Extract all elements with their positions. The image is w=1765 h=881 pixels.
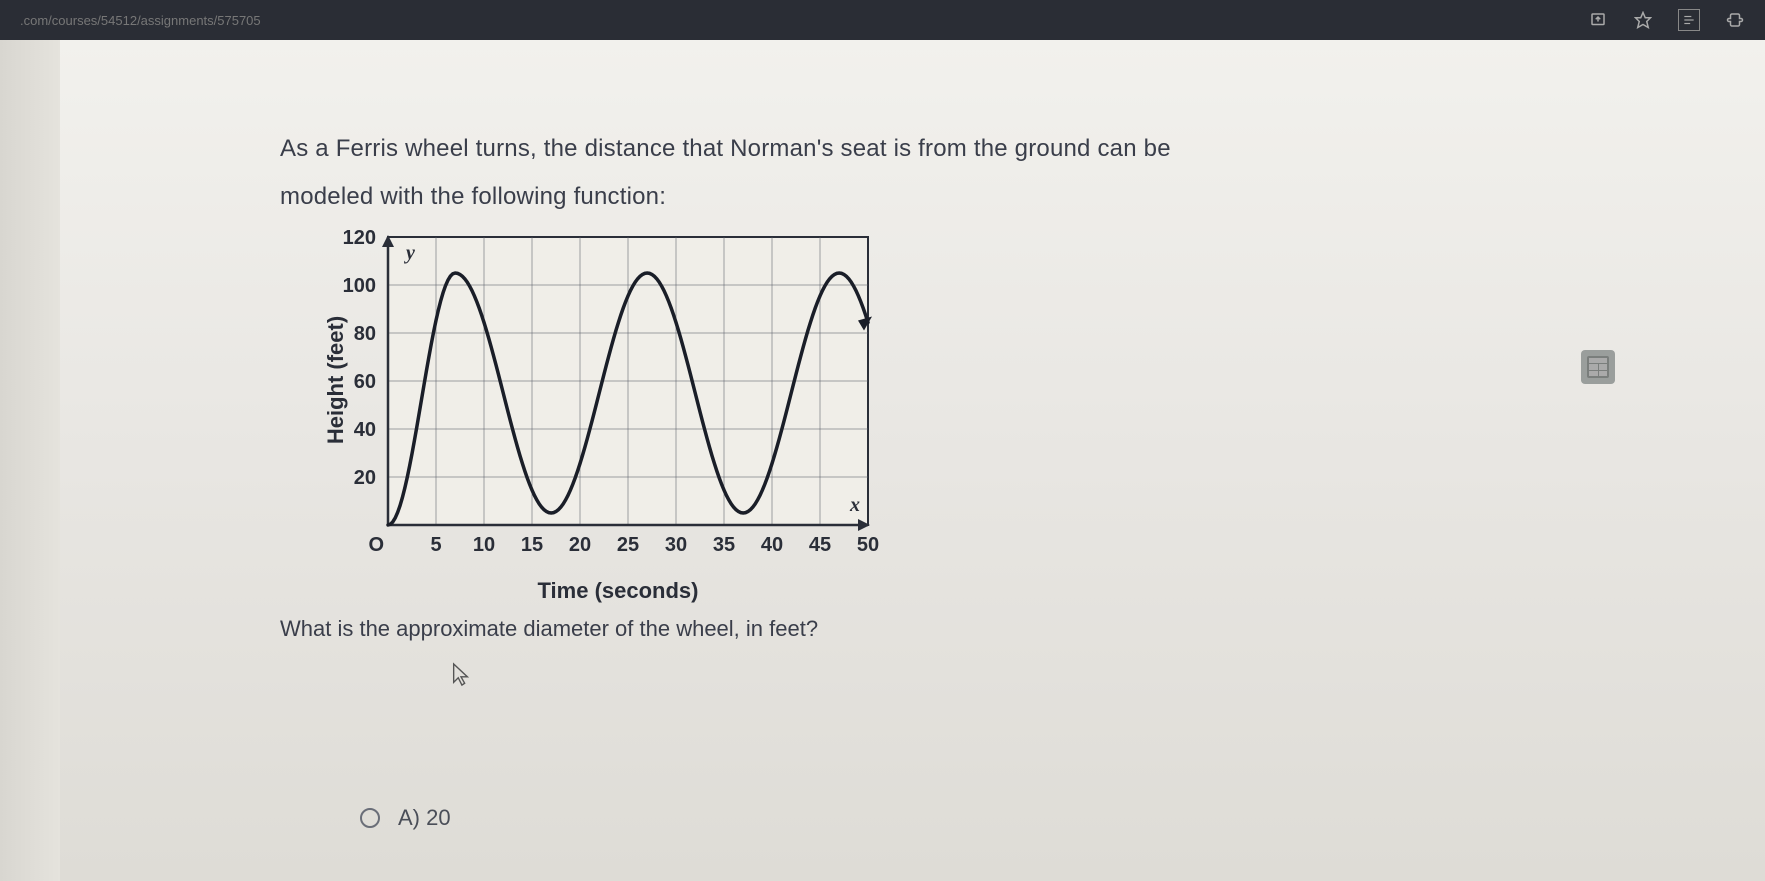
calculator-icon[interactable] bbox=[1581, 350, 1615, 384]
svg-text:60: 60 bbox=[354, 371, 376, 393]
answer-option-a[interactable]: A) 20 bbox=[360, 805, 1705, 831]
extension-icon[interactable] bbox=[1725, 10, 1745, 30]
share-icon[interactable] bbox=[1588, 10, 1608, 30]
star-icon[interactable] bbox=[1633, 10, 1653, 30]
browser-bar: .com/courses/54512/assignments/575705 bbox=[0, 0, 1765, 40]
svg-text:35: 35 bbox=[713, 534, 735, 556]
svg-text:45: 45 bbox=[809, 534, 831, 556]
chart-svg: 20 40 60 80 100 120 5 10 15 20 25 30 35 40 45 50 Oy x bbox=[298, 227, 918, 567]
svg-text:80: 80 bbox=[354, 323, 376, 345]
svg-text:100: 100 bbox=[343, 275, 376, 297]
radio-a[interactable] bbox=[360, 808, 380, 828]
svg-text:15: 15 bbox=[521, 534, 543, 556]
question-line-2: modeled with the following function: bbox=[280, 178, 1705, 216]
svg-text:y: y bbox=[404, 242, 415, 264]
svg-text:O: O bbox=[368, 534, 384, 556]
x-axis-label: Time (seconds) bbox=[378, 578, 858, 604]
question-prompt: What is the approximate diameter of the … bbox=[280, 616, 1705, 642]
svg-text:20: 20 bbox=[569, 534, 591, 556]
svg-text:40: 40 bbox=[761, 534, 783, 556]
cursor-icon bbox=[450, 662, 1705, 695]
svg-text:10: 10 bbox=[473, 534, 495, 556]
svg-text:40: 40 bbox=[354, 419, 376, 441]
svg-text:120: 120 bbox=[343, 227, 376, 249]
svg-text:x: x bbox=[849, 494, 860, 516]
content-area: As a Ferris wheel turns, the distance th… bbox=[0, 40, 1765, 881]
list-icon[interactable] bbox=[1678, 9, 1700, 31]
svg-text:5: 5 bbox=[430, 534, 441, 556]
left-margin bbox=[0, 40, 60, 881]
browser-actions bbox=[1588, 9, 1745, 31]
main-content: As a Ferris wheel turns, the distance th… bbox=[60, 40, 1765, 881]
svg-text:25: 25 bbox=[617, 534, 639, 556]
chart-container: Height (feet) 20 40 60 80 100 120 5 10 15 20 25 30 3… bbox=[298, 227, 1705, 604]
svg-text:20: 20 bbox=[354, 467, 376, 489]
y-axis-label: Height (feet) bbox=[323, 316, 349, 444]
svg-text:50: 50 bbox=[857, 534, 879, 556]
svg-text:30: 30 bbox=[665, 534, 687, 556]
url-fragment: .com/courses/54512/assignments/575705 bbox=[20, 13, 261, 28]
question-line-1: As a Ferris wheel turns, the distance th… bbox=[280, 130, 1705, 168]
answer-a-label: A) 20 bbox=[398, 805, 451, 831]
